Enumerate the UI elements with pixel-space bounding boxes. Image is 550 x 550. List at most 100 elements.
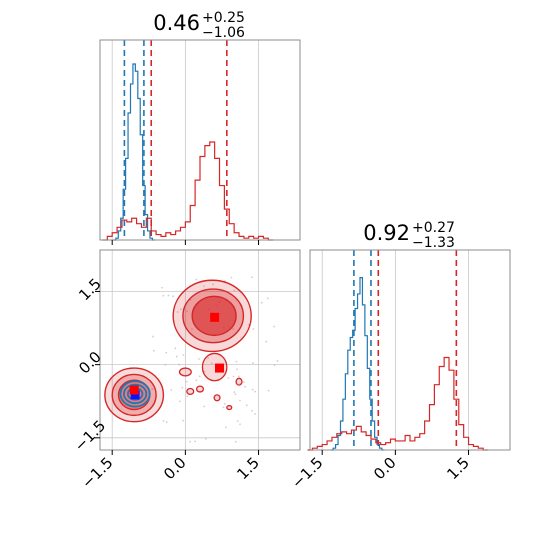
x-tick-label: 1.5 xyxy=(443,454,473,484)
top-panel-red-quantile-lines xyxy=(150,40,228,240)
scatter-point xyxy=(239,423,241,426)
scatter-point xyxy=(164,363,167,366)
joint-panel-red-blobs xyxy=(178,352,243,411)
scatter-point xyxy=(191,328,193,330)
scatter-point xyxy=(172,295,175,298)
scatter-point xyxy=(239,399,241,402)
scatter-point xyxy=(223,403,226,405)
scatter-point xyxy=(195,379,198,382)
red-contour-blob xyxy=(186,387,195,396)
scatter-point xyxy=(237,375,240,378)
scatter-point xyxy=(210,362,213,365)
red-contour-blob xyxy=(213,394,221,402)
scatter-point xyxy=(151,388,154,391)
scatter-point xyxy=(162,420,165,422)
red-contour-blob xyxy=(195,385,205,393)
red-contour-blob xyxy=(178,367,192,377)
blue-contour xyxy=(123,383,148,405)
scatter-point xyxy=(181,386,184,389)
top-panel-grid xyxy=(111,40,259,240)
blue-contour xyxy=(119,380,151,408)
top-panel-frame xyxy=(99,39,301,241)
scatter-point xyxy=(273,364,276,367)
scatter-point xyxy=(222,406,225,409)
scatter-point xyxy=(265,340,268,343)
right-panel-red-quantile-lines xyxy=(377,250,458,450)
scatter-point xyxy=(165,351,168,354)
top-panel-x-ticks xyxy=(111,240,260,245)
scatter-point xyxy=(254,413,257,415)
joint-panel-grid xyxy=(100,250,300,450)
top-panel-blue-histogram xyxy=(113,63,155,241)
scatter-point xyxy=(203,405,206,408)
right-panel-blue-histogram xyxy=(330,277,385,451)
scatter-point xyxy=(161,286,164,289)
scatter-point xyxy=(234,440,237,443)
scatter-point xyxy=(273,325,276,328)
scatter-point xyxy=(251,409,253,412)
scatter-point xyxy=(212,283,215,286)
joint-panel-x-ticks: −1.5 0.0 1.5 xyxy=(78,450,263,492)
scatter-point xyxy=(178,400,181,403)
scatter-point xyxy=(203,285,206,288)
top-panel-title: 0.46 xyxy=(153,11,200,35)
scatter-point xyxy=(234,393,237,396)
joint-panel-markers xyxy=(129,312,225,400)
scatter-point xyxy=(186,310,188,313)
right-panel-blue-quantile-lines xyxy=(353,250,372,450)
scatter-point xyxy=(236,420,239,422)
scatter-point xyxy=(236,368,238,371)
scatter-point xyxy=(162,294,165,297)
scatter-point xyxy=(232,328,235,330)
scatter-point xyxy=(244,385,246,388)
scatter-point xyxy=(198,358,200,360)
scatter-point xyxy=(195,278,198,281)
right-marginal-panel: −1.5 0.0 1.5 0.92 +0.27 −1.33 xyxy=(288,220,511,492)
scatter-point xyxy=(251,276,253,279)
right-panel-frame xyxy=(309,249,511,451)
top-panel-title-value: 0.46 xyxy=(153,11,200,35)
scatter-point xyxy=(204,438,207,440)
scatter-point xyxy=(194,440,196,443)
scatter-point xyxy=(189,440,192,443)
scatter-point xyxy=(245,404,248,407)
red-contour-blob xyxy=(226,404,233,411)
scatter-point xyxy=(267,389,270,392)
scatter-point xyxy=(225,426,227,429)
x-tick-label: 1.5 xyxy=(233,454,263,484)
x-tick-label: 0.0 xyxy=(160,454,190,484)
scatter-point xyxy=(233,391,236,394)
square-marker xyxy=(130,390,140,400)
scatter-point xyxy=(198,375,201,378)
top-panel-red-histogram xyxy=(102,141,274,241)
scatter-point xyxy=(175,355,178,358)
joint-panel: −1.5 0.0 1.5 −1.5 0.0 1.5 xyxy=(71,249,301,492)
scatter-point xyxy=(182,419,185,422)
red-contour-blob xyxy=(235,377,243,386)
scatter-point xyxy=(235,360,238,363)
square-marker xyxy=(210,312,220,322)
scatter-point xyxy=(252,362,255,365)
right-panel-red-histogram xyxy=(307,356,489,451)
top-marginal-panel: 0.46 +0.25 −1.06 xyxy=(99,10,301,245)
scatter-point xyxy=(178,363,180,366)
scatter-point xyxy=(276,360,279,362)
scatter-point xyxy=(254,390,256,393)
scatter-point xyxy=(251,388,254,391)
top-panel-title-superscript: +0.25 xyxy=(202,10,245,26)
right-panel-title-subscript: −1.33 xyxy=(412,235,455,251)
right-panel-title: 0.92 xyxy=(363,221,410,245)
square-marker xyxy=(215,363,225,373)
scatter-point xyxy=(252,328,255,330)
x-tick-label: 0.0 xyxy=(370,454,400,484)
scatter-point xyxy=(180,308,182,311)
scatter-point xyxy=(176,311,179,313)
scatter-point xyxy=(174,347,177,350)
scatter-point xyxy=(260,301,263,304)
joint-panel-frame xyxy=(99,249,301,451)
scatter-point xyxy=(227,377,230,379)
scatter-point xyxy=(152,349,155,352)
scatter-point xyxy=(185,380,188,383)
scatter-point xyxy=(182,354,185,356)
